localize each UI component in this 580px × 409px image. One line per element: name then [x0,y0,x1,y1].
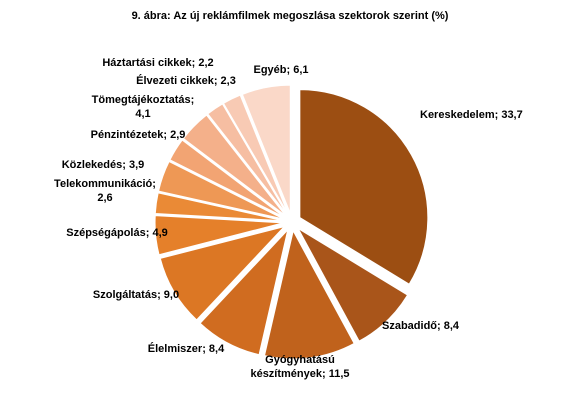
pie-slice-telekommunikáció [154,192,284,222]
slice-label: Telekommunikáció; 2,6 [54,178,156,204]
slice-label: Gyógyhatású készítmények; 11,5 [250,354,349,380]
slice-label: Kereskedelem; 33,7 [420,109,523,121]
pie-slice-szépségápolás [154,215,284,256]
pie-slice-tömegtájékoztatás [182,114,286,217]
slice-label: Szabadidő; 8,4 [382,320,460,332]
pie-slice-élvezeti-cikkek [222,94,289,215]
pie-slice-gyógyhatású-készítmények [263,229,355,360]
slice-label: Élvezeti cikkek; 2,3 [136,74,236,87]
slice-label: Pénzintézetek; 2,9 [91,129,186,141]
slice-label: Tömegtájékoztatás; 4,1 [92,94,195,120]
pie-slice-szabadidő [296,227,409,342]
pie-slice-kereskedelem [299,89,429,285]
slice-label: Háztartási cikkek; 2,2 [102,57,213,69]
slice-label: Egyéb; 6,1 [253,64,308,76]
slice-label: Közlekedés; 3,9 [62,159,145,171]
chart-title: 9. ábra: Az új reklámfilmek megoszlása s… [131,10,449,22]
pie-slice-pénzintézetek [169,139,285,218]
pie-slice-élelmiszer [199,228,289,356]
slice-label: Élelmiszer; 8,4 [148,342,225,355]
slice-label: Szépségápolás; 4,9 [66,227,168,239]
pie-slice-háztartási-cikkek [207,103,288,215]
pie-slice-közlekedés [158,160,284,220]
slice-label: Szolgáltatás; 9,0 [93,289,179,301]
pie-slice-egyéb [241,84,291,214]
pie-slice-szolgáltatás [159,225,286,321]
